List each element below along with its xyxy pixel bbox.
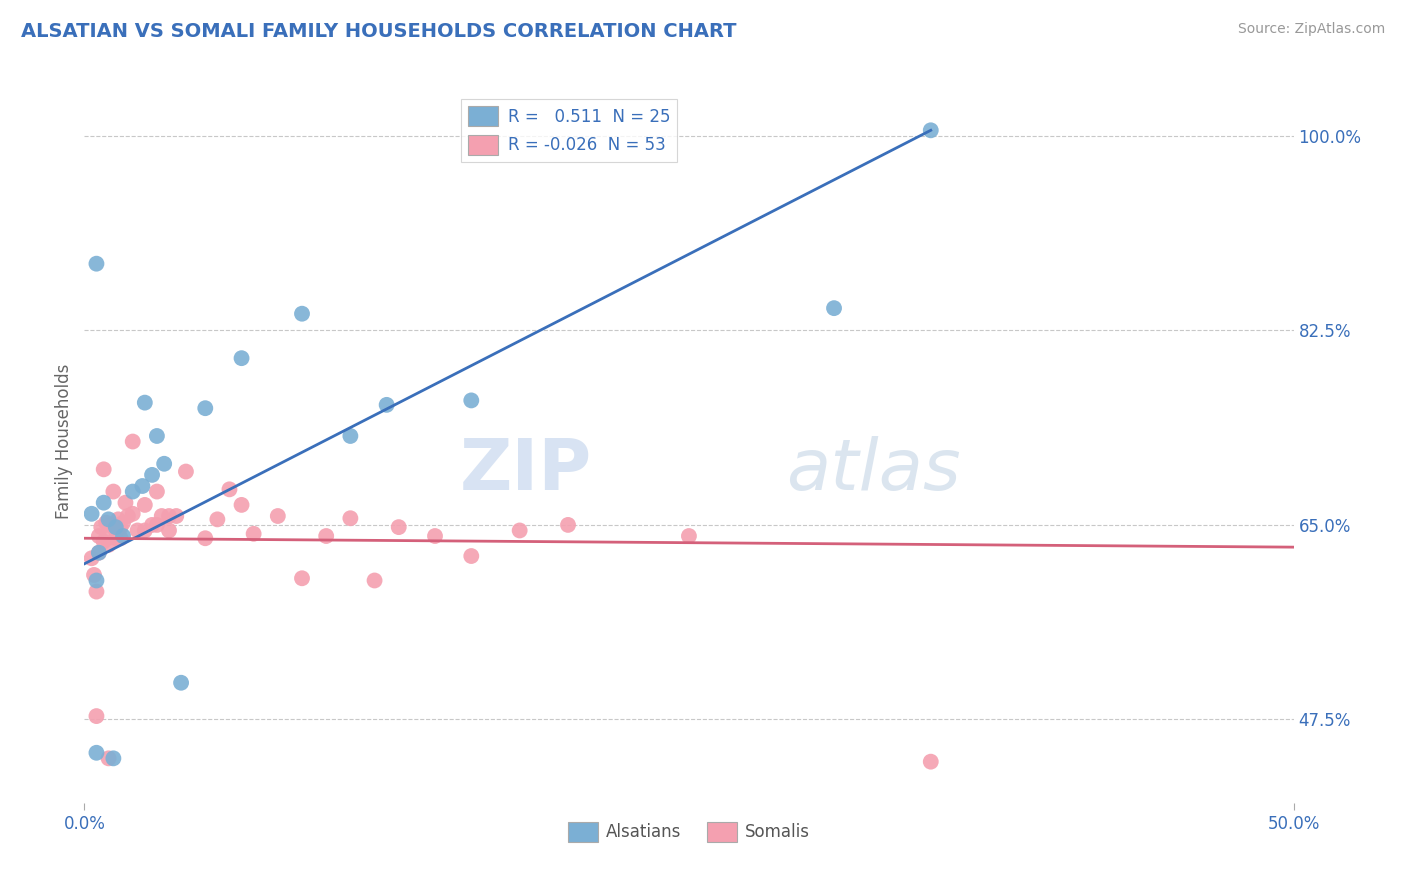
Point bbox=[97, 751, 120, 765]
Point bbox=[315, 529, 337, 543]
Point bbox=[87, 546, 110, 560]
Point bbox=[104, 520, 127, 534]
Point bbox=[157, 508, 180, 523]
Text: atlas: atlas bbox=[786, 436, 960, 505]
Point bbox=[678, 529, 700, 543]
Point bbox=[97, 512, 120, 526]
Point bbox=[267, 508, 290, 523]
Point bbox=[170, 675, 193, 690]
Point bbox=[920, 123, 942, 137]
Point bbox=[86, 709, 108, 723]
Point bbox=[127, 524, 149, 538]
Point bbox=[87, 546, 110, 560]
Point bbox=[339, 511, 361, 525]
Point bbox=[194, 401, 217, 416]
Point bbox=[117, 508, 139, 523]
Text: ZIP: ZIP bbox=[460, 436, 592, 505]
Point bbox=[423, 529, 446, 543]
Point bbox=[146, 429, 169, 443]
Point bbox=[375, 398, 398, 412]
Point bbox=[86, 746, 108, 760]
Point bbox=[110, 531, 132, 545]
Point bbox=[141, 517, 163, 532]
Point bbox=[103, 751, 125, 765]
Point bbox=[218, 483, 240, 497]
Point bbox=[134, 498, 156, 512]
Point bbox=[86, 257, 108, 271]
Point bbox=[141, 467, 163, 482]
Point bbox=[121, 434, 143, 449]
Point bbox=[86, 574, 108, 588]
Point bbox=[90, 520, 112, 534]
Point bbox=[121, 484, 143, 499]
Point bbox=[112, 529, 135, 543]
Point bbox=[823, 301, 845, 315]
Point bbox=[80, 507, 103, 521]
Point bbox=[103, 520, 125, 534]
Point bbox=[174, 465, 197, 479]
Text: Source: ZipAtlas.com: Source: ZipAtlas.com bbox=[1237, 22, 1385, 37]
Point bbox=[231, 498, 253, 512]
Point bbox=[291, 571, 314, 585]
Point bbox=[93, 462, 115, 476]
Point bbox=[107, 512, 129, 526]
Point bbox=[86, 584, 108, 599]
Point bbox=[242, 526, 264, 541]
Text: ALSATIAN VS SOMALI FAMILY HOUSEHOLDS CORRELATION CHART: ALSATIAN VS SOMALI FAMILY HOUSEHOLDS COR… bbox=[21, 22, 737, 41]
Point bbox=[157, 524, 180, 538]
Point bbox=[460, 393, 482, 408]
Point bbox=[94, 516, 117, 530]
Point bbox=[557, 517, 579, 532]
Point bbox=[150, 508, 173, 523]
Point bbox=[93, 496, 115, 510]
Point bbox=[134, 395, 156, 409]
Point bbox=[339, 429, 361, 443]
Point bbox=[134, 524, 156, 538]
Point bbox=[194, 531, 217, 545]
Point bbox=[153, 457, 176, 471]
Y-axis label: Family Households: Family Households bbox=[55, 364, 73, 519]
Point bbox=[83, 568, 105, 582]
Point bbox=[388, 520, 411, 534]
Point bbox=[460, 549, 482, 563]
Point bbox=[146, 484, 169, 499]
Point bbox=[131, 479, 153, 493]
Point bbox=[97, 538, 120, 552]
Point bbox=[231, 351, 253, 366]
Point bbox=[104, 531, 127, 545]
Point bbox=[87, 529, 110, 543]
Point bbox=[110, 520, 132, 534]
Legend: Alsatians, Somalis: Alsatians, Somalis bbox=[561, 815, 817, 848]
Point bbox=[146, 517, 169, 532]
Point bbox=[93, 534, 115, 549]
Point bbox=[291, 307, 314, 321]
Point bbox=[920, 755, 942, 769]
Point bbox=[363, 574, 385, 588]
Point bbox=[165, 508, 187, 523]
Point bbox=[100, 517, 122, 532]
Point bbox=[103, 484, 125, 499]
Point bbox=[112, 516, 135, 530]
Point bbox=[97, 526, 120, 541]
Point bbox=[509, 524, 531, 538]
Point bbox=[207, 512, 229, 526]
Point bbox=[114, 496, 136, 510]
Point bbox=[80, 551, 103, 566]
Point bbox=[121, 507, 143, 521]
